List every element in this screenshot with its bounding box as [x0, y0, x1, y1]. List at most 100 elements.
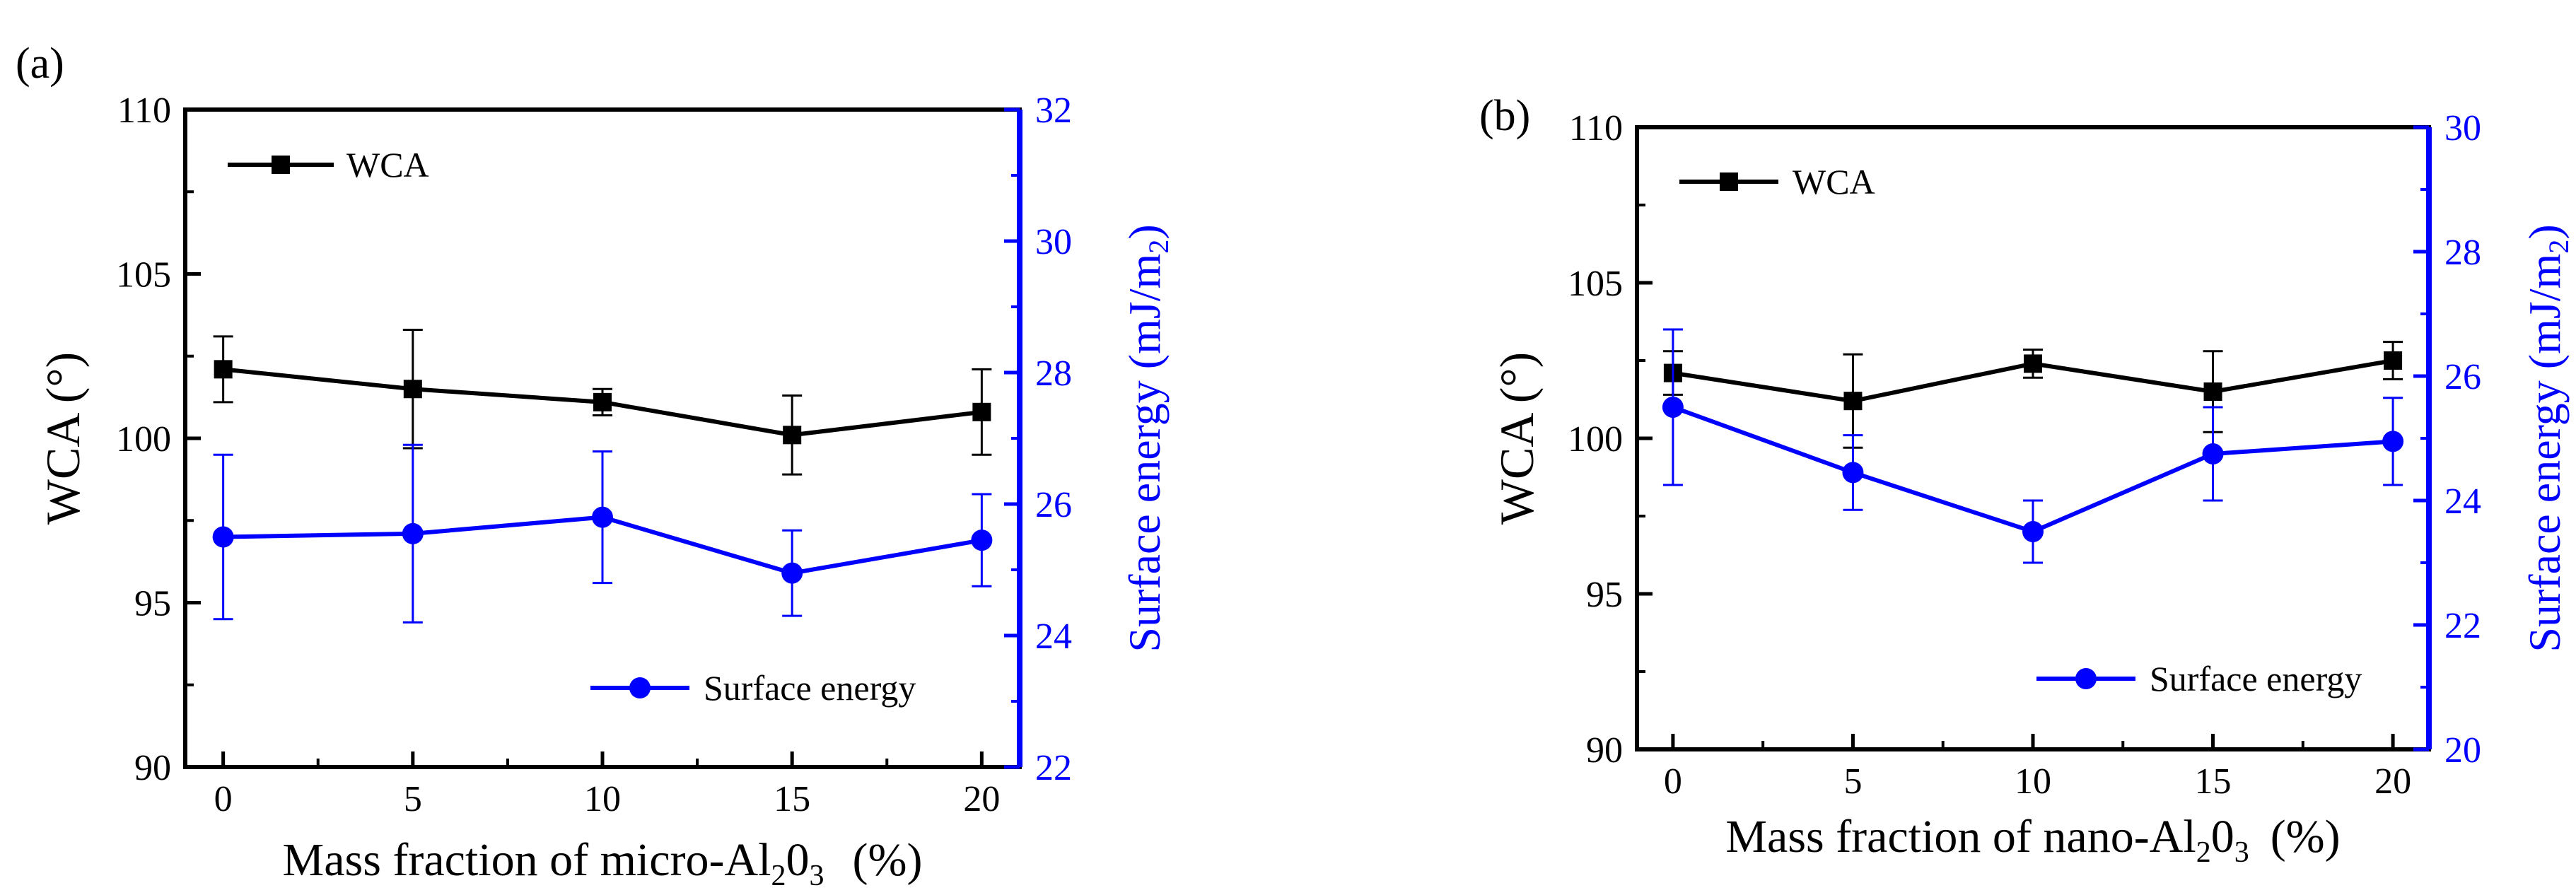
data-point-circle: [2202, 443, 2224, 464]
y2-label-main: Surface energy (mJ/m: [1119, 254, 1170, 653]
legend-wca-label: WCA: [1793, 162, 1875, 201]
legend-surface-energy: Surface energy: [590, 668, 916, 708]
data-point-circle: [212, 526, 234, 548]
legend-se-label: Surface energy: [704, 668, 916, 708]
x-tick-labels: 0 5 10 15 20: [1664, 761, 2411, 802]
data-point-square: [214, 360, 233, 379]
legend-wca-label: WCA: [346, 145, 429, 185]
x-tick-label: 10: [2015, 761, 2051, 802]
y-tick-label: 110: [1569, 108, 1623, 148]
legend-wca-marker: [272, 156, 290, 174]
series-wca: [1662, 341, 2403, 449]
y2-tick-label: 28: [2444, 233, 2481, 273]
y2-axis-label: Surface energy (mJ/m2): [1119, 224, 1175, 652]
y2-tick-label: 26: [2444, 357, 2481, 397]
x-tick-label: 0: [1664, 761, 1682, 802]
data-point-circle: [592, 506, 613, 528]
ticks: [185, 107, 1020, 769]
y2-tick-label: 30: [2444, 108, 2481, 148]
data-point-square: [2203, 382, 2222, 401]
data-point-circle: [1842, 462, 1864, 484]
y2-tick-label: 26: [1035, 485, 1072, 525]
y-tick-label: 100: [116, 419, 171, 460]
data-point-circle: [402, 522, 424, 544]
y2-tick-label: 22: [1035, 748, 1072, 788]
data-point-circle: [2022, 521, 2044, 542]
x-tick-label: 5: [1843, 761, 1862, 802]
legend-se-marker: [629, 677, 651, 698]
x-tick-label: 0: [214, 779, 233, 819]
y2-tick-label: 24: [2444, 481, 2481, 522]
x-label-unit: (%): [853, 834, 923, 886]
y2-tick-label: 30: [1035, 222, 1072, 262]
y2-tick-label: 28: [1035, 353, 1072, 394]
x-label-main: Mass fraction of micro-Al: [283, 834, 771, 886]
series-wca: [213, 329, 992, 476]
x-label-sub1: 2: [2196, 836, 2211, 869]
data-point-circle: [781, 562, 803, 584]
y-tick-label: 100: [1568, 419, 1623, 460]
data-point-square: [593, 392, 612, 411]
legend-wca-marker: [1720, 172, 1738, 191]
y-tick-label: 105: [1568, 264, 1623, 304]
y-axis-label: WCA (°): [1490, 352, 1544, 525]
y-tick-label: 105: [116, 255, 171, 296]
x-label-unit: (%): [2271, 811, 2341, 862]
x-label-sub2: 3: [810, 860, 824, 892]
data-point-circle: [2382, 431, 2404, 452]
x-axis-label: Mass fraction of micro-Al203 (%): [283, 834, 923, 892]
y2-tick-label: 20: [2444, 730, 2481, 771]
x-label-sub1: 2: [771, 860, 786, 892]
y-tick-label: 90: [134, 748, 171, 788]
y2-tick-labels: 22 24 26 28 30 32: [1035, 90, 1072, 788]
data-point-square: [2024, 354, 2042, 373]
legend-wca: WCA: [228, 145, 429, 185]
x-tick-label: 15: [2195, 761, 2232, 802]
y-tick-label: 95: [134, 584, 171, 624]
x-tick-label: 10: [584, 779, 621, 819]
y2-tick-labels: 20 22 24 26 28 30: [2444, 108, 2481, 771]
y-tick-label: 90: [1586, 730, 1623, 771]
y2-label-end: ): [2519, 224, 2570, 239]
legend-se-marker: [2075, 668, 2097, 689]
x-label-mid: 0: [786, 834, 810, 886]
x-tick-labels: 0 5 10 15 20: [214, 779, 1001, 819]
y-tick-labels: 90 95 100 105 110: [1568, 108, 1623, 771]
y-axis-label: WCA (°): [36, 352, 90, 525]
y-tick-label: 95: [1586, 575, 1623, 615]
data-point-circle: [1662, 397, 1684, 418]
data-point-square: [972, 402, 991, 421]
data-point-circle: [971, 530, 993, 551]
y-tick-label: 110: [117, 90, 171, 131]
panel-label: (b): [1479, 92, 1530, 140]
data-point-square: [403, 380, 422, 399]
y2-tick-label: 22: [2444, 606, 2481, 646]
x-tick-label: 20: [2374, 761, 2411, 802]
x-label-sub2: 3: [2234, 836, 2249, 869]
y2-label-sub: 2: [1143, 240, 1175, 254]
x-tick-label: 5: [404, 779, 422, 819]
x-axis-label: Mass fraction of nano-Al203 (%): [1725, 811, 2340, 869]
legend-surface-energy: Surface energy: [2036, 659, 2362, 698]
x-tick-label: 20: [963, 779, 1000, 819]
y2-tick-label: 24: [1035, 616, 1072, 657]
y2-label-end: ): [1119, 224, 1170, 239]
x-label-main: Mass fraction of nano-Al: [1725, 811, 2196, 862]
data-point-square: [783, 426, 802, 445]
legend-wca: WCA: [1679, 162, 1875, 201]
x-tick-label: 15: [774, 779, 810, 819]
legend-se-label: Surface energy: [2150, 659, 2362, 698]
y2-label-sub: 2: [2543, 240, 2575, 254]
y2-label-main: Surface energy (mJ/m: [2519, 254, 2570, 653]
x-label-mid: 0: [2211, 811, 2234, 862]
panel-label: (a): [16, 40, 64, 88]
series-surface-energy: [1662, 328, 2404, 564]
y-tick-labels: 90 95 100 105 110: [116, 90, 171, 788]
series-surface-energy: [212, 443, 993, 624]
ticks: [1637, 125, 2429, 751]
y2-axis-label: Surface energy (mJ/m2): [2519, 224, 2575, 652]
y2-tick-label: 32: [1035, 90, 1072, 131]
